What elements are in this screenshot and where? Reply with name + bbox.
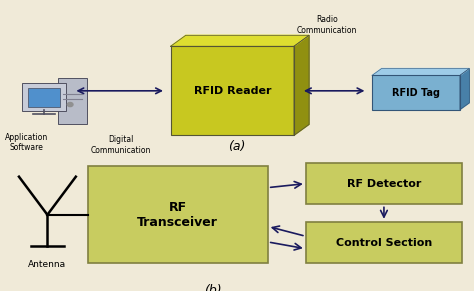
Text: Application
Software: Application Software [4,133,48,152]
FancyBboxPatch shape [306,222,462,263]
Text: RF Detector: RF Detector [347,179,421,189]
Text: (a): (a) [228,139,246,152]
FancyBboxPatch shape [372,75,460,110]
Polygon shape [294,35,309,135]
Polygon shape [460,69,469,110]
Text: RF
Transceiver: RF Transceiver [137,201,218,229]
Text: RFID Tag: RFID Tag [392,88,440,97]
Text: (b): (b) [204,284,222,291]
Text: RFID Reader: RFID Reader [193,86,271,96]
FancyBboxPatch shape [306,163,462,204]
Text: Control Section: Control Section [336,237,432,248]
FancyBboxPatch shape [28,88,60,107]
Text: Antenna: Antenna [28,260,66,269]
Text: Radio
Communication: Radio Communication [297,15,357,35]
Polygon shape [171,35,309,46]
FancyBboxPatch shape [171,46,294,135]
Polygon shape [372,69,469,75]
FancyBboxPatch shape [22,83,66,111]
FancyBboxPatch shape [58,78,87,125]
FancyBboxPatch shape [88,166,268,263]
Circle shape [67,102,73,107]
Text: Digital
Communication: Digital Communication [91,135,151,155]
